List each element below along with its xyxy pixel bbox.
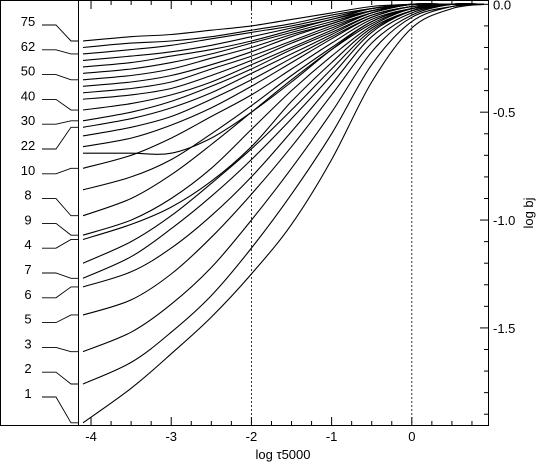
- y-tick-label: -0.5: [493, 105, 515, 120]
- series-line: [82, 3, 484, 111]
- series-line: [82, 3, 485, 279]
- level-label: 50: [21, 64, 35, 79]
- level-label: 9: [24, 212, 31, 227]
- x-tick-label: -3: [165, 429, 177, 444]
- level-leader-line: [42, 286, 79, 299]
- level-leader-line: [42, 396, 79, 424]
- level-label: 3: [24, 336, 31, 351]
- level-label: 7: [24, 262, 31, 277]
- series-line: [82, 3, 485, 288]
- level-label: 10: [21, 163, 35, 178]
- series-line: [82, 3, 485, 385]
- level-leader-line: [42, 126, 79, 150]
- x-tick-label: -2: [246, 429, 258, 444]
- level-leader-line: [42, 198, 79, 217]
- series-line: [82, 2, 485, 316]
- level-leader-line: [42, 314, 79, 324]
- level-labels: 75 62 50 40 30 22 10 8 9 4 7 6 5 3 2 1: [21, 14, 79, 424]
- level-label: 40: [21, 88, 35, 103]
- level-leader-line: [42, 98, 79, 111]
- plot-frame: [78, 0, 489, 426]
- level-label: 75: [21, 14, 35, 29]
- series-line: [82, 3, 485, 353]
- level-label: 8: [24, 188, 31, 203]
- level-leader-line: [42, 74, 79, 81]
- x-tick-label: -1: [326, 429, 338, 444]
- level-leader-line: [42, 120, 79, 125]
- series-group: [82, 2, 485, 424]
- level-leader-line: [42, 222, 79, 236]
- axis-ticks: -4 -3 -2 -1 0 0.0 -0.5 -1.0 -1.5: [85, 0, 515, 444]
- level-label: 2: [24, 361, 31, 376]
- x-axis-label: log τ5000: [255, 447, 310, 462]
- level-label: 5: [24, 312, 31, 327]
- level-leader-line: [42, 272, 79, 279]
- level-label: 6: [24, 287, 31, 302]
- level-label: 62: [21, 39, 35, 54]
- x-tick-label: 0: [408, 429, 415, 444]
- level-label: 22: [21, 138, 35, 153]
- y-axis-label: log bj: [521, 197, 536, 228]
- level-label: 30: [21, 113, 35, 128]
- series-line: [82, 3, 485, 148]
- level-leader-line: [42, 167, 79, 175]
- series-line: [82, 3, 485, 236]
- level-label: 4: [24, 237, 31, 252]
- level-leader-line: [42, 49, 79, 55]
- level-label: 1: [24, 386, 31, 401]
- reference-lines: [251, 1, 413, 425]
- y-tick-label: 0.0: [493, 0, 511, 12]
- y-tick-label: -1.5: [493, 321, 515, 336]
- level-leader-line: [42, 371, 79, 385]
- series-line: [82, 3, 485, 424]
- level-leader-line: [42, 346, 79, 353]
- level-leader-line: [42, 24, 79, 42]
- x-tick-label: -4: [85, 429, 97, 444]
- y-tick-label: -1.0: [493, 213, 515, 228]
- level-leader-line: [42, 239, 79, 249]
